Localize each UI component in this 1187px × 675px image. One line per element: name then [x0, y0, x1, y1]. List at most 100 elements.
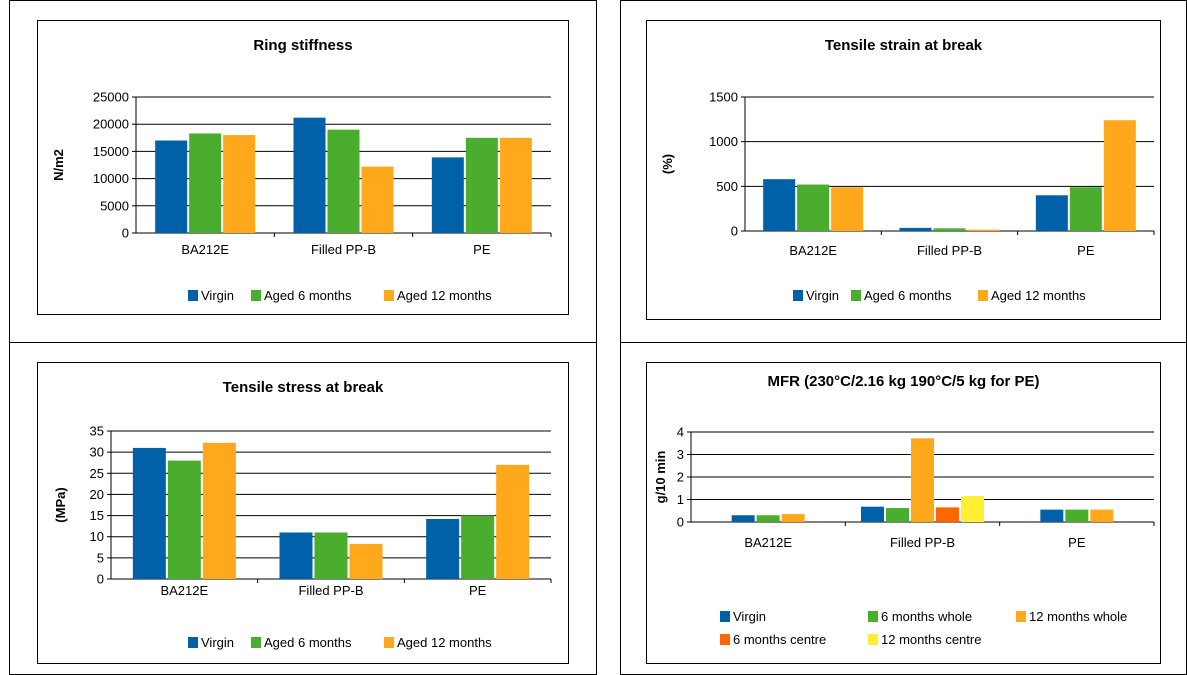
bar-filled-pp-b-12-months-whole [911, 438, 934, 522]
legend-label-6-months-whole: 6 months whole [881, 609, 972, 624]
bar-ba212e-12-months-whole [781, 514, 805, 522]
legend-swatch-6-months-whole [868, 611, 878, 622]
legend-label-aged-12-months: Aged 12 months [397, 288, 492, 303]
legend-swatch-virgin [188, 290, 198, 301]
y-tick-label: 0 [122, 226, 129, 241]
legend-label-12-months-centre: 12 months centre [881, 632, 981, 647]
bar-pe-aged-12-months [499, 137, 532, 233]
legend-label-virgin: Virgin [733, 609, 766, 624]
x-category-label: PE [473, 242, 491, 257]
y-tick-label: 25 [90, 466, 104, 481]
legend-label-virgin: Virgin [201, 635, 234, 650]
x-category-label: Filled PP-B [311, 242, 376, 257]
legend-swatch-12-months-whole [1016, 611, 1026, 622]
mfr-chart-svg: MFR (230°C/2.16 kg 190°C/5 kg for PE) g/1… [653, 373, 1155, 647]
bar-filled-pp-b-12-months-centre [961, 496, 984, 522]
bar-filled-pp-b-virgin [861, 506, 884, 522]
legend-label-aged-6-months: Aged 6 months [264, 635, 352, 650]
bar-filled-pp-b-virgin [899, 227, 932, 231]
x-category-label: BA212E [789, 243, 837, 258]
y-tick-label: 30 [90, 445, 104, 460]
y-tick-label: 10 [90, 529, 104, 544]
bar-filled-pp-b-virgin [293, 117, 326, 233]
bar-pe-12-months-whole [1090, 509, 1114, 522]
y-tick-label: 1500 [709, 90, 738, 105]
legend-label-aged-6-months: Aged 6 months [864, 288, 952, 303]
bar-pe-aged-12-months [496, 464, 530, 579]
tensile-stress-chart: Tensile stress at break (MPa) 0 5 10 15 20 25 30… [37, 362, 569, 664]
y-tick-label: 1 [677, 492, 684, 507]
x-category-label: PE [469, 583, 487, 598]
bar-filled-pp-b-6-months-whole [886, 508, 909, 522]
bar-filled-pp-b-aged-12-months [967, 229, 1000, 231]
y-axis-label: g/10 min [653, 451, 668, 504]
y-tick-label: 5 [97, 550, 104, 565]
bar-pe-virgin [426, 518, 460, 579]
bar-pe-aged-6-months [461, 515, 495, 579]
x-category-label: BA212E [160, 583, 208, 598]
legend-label-virgin: Virgin [806, 288, 839, 303]
legend-swatch-aged-12-months [384, 290, 394, 301]
bar-filled-pp-b-aged-6-months [327, 129, 360, 233]
x-category-label: BA212E [181, 242, 229, 257]
bar-pe-6-months-whole [1065, 509, 1089, 522]
legend-label-aged-6-months: Aged 6 months [264, 288, 352, 303]
x-category-label: Filled PP-B [298, 583, 363, 598]
bar-ba212e-aged-12-months [831, 187, 864, 231]
bar-pe-aged-12-months [1103, 120, 1136, 231]
bar-filled-pp-b-aged-6-months [933, 228, 966, 231]
y-tick-label: 0 [731, 224, 738, 239]
legend-swatch-virgin [188, 637, 198, 648]
chart-title: Tensile strain at break [825, 37, 983, 54]
y-tick-label: 20000 [93, 117, 129, 132]
bar-filled-pp-b-virgin [279, 532, 313, 579]
ring-chart-svg: Ring stiffness N/m2 0 5000 10000 15000 20000 25… [51, 37, 552, 303]
legend-label-virgin: Virgin [201, 288, 234, 303]
x-category-label: PE [1077, 243, 1095, 258]
legend-swatch-6-months-centre [720, 634, 730, 645]
x-category-label: Filled PP-B [917, 243, 982, 258]
ring-stiffness-chart: Ring stiffness N/m2 0 5000 10000 15000 20000 25… [37, 20, 569, 315]
y-tick-label: 0 [677, 515, 684, 530]
bar-ba212e-aged-12-months [223, 135, 256, 233]
y-tick-label: 3 [677, 447, 684, 462]
legend-label-aged-12-months: Aged 12 months [991, 288, 1086, 303]
bar-filled-pp-b-aged-6-months [314, 532, 348, 579]
x-category-label: BA212E [744, 535, 792, 550]
bar-ba212e-aged-12-months [202, 442, 236, 579]
legend-label-aged-12-months: Aged 12 months [397, 635, 492, 650]
legend-swatch-virgin [793, 290, 803, 301]
y-tick-label: 1000 [709, 134, 738, 149]
bar-pe-aged-6-months [1069, 187, 1102, 231]
bar-filled-pp-b-aged-12-months [349, 543, 383, 579]
tensile-strain-chart: Tensile strain at break (%) 0 500 1000 1500 BA… [646, 20, 1161, 320]
y-tick-label: 15000 [93, 144, 129, 159]
chart-title: Ring stiffness [253, 37, 352, 54]
y-tick-label: 15 [90, 508, 104, 523]
legend-swatch-aged-6-months [251, 637, 261, 648]
legend-swatch-aged-12-months [978, 290, 988, 301]
bar-ba212e-aged-6-months [797, 184, 830, 231]
legend-label-6-months-centre: 6 months centre [733, 632, 826, 647]
chart-title: MFR (230°C/2.16 kg 190°C/5 kg for PE) [767, 373, 1039, 390]
y-tick-label: 2 [677, 470, 684, 485]
bar-pe-virgin [1035, 195, 1068, 231]
bar-ba212e-virgin [731, 515, 755, 522]
y-axis-label: (MPa) [53, 487, 68, 522]
bar-pe-virgin [1040, 509, 1064, 522]
bar-ba212e-aged-6-months [167, 460, 201, 579]
y-tick-label: 0 [97, 572, 104, 587]
mfr-chart: MFR (230°C/2.16 kg 190°C/5 kg for PE) g/1… [646, 362, 1161, 664]
strain-chart-svg: Tensile strain at break (%) 0 500 1000 1500 BA… [660, 37, 1155, 303]
legend-swatch-aged-6-months [851, 290, 861, 301]
stress-chart-svg: Tensile stress at break (MPa) 0 5 10 15 20 25 30… [53, 379, 552, 650]
y-tick-label: 4 [677, 425, 684, 440]
bar-ba212e-virgin [763, 179, 796, 231]
bar-filled-pp-b-aged-12-months [361, 166, 394, 233]
x-category-label: Filled PP-B [890, 535, 955, 550]
y-tick-label: 5000 [100, 198, 129, 213]
y-tick-label: 20 [90, 487, 104, 502]
bar-ba212e-virgin [155, 140, 188, 233]
y-tick-label: 10000 [93, 171, 129, 186]
bar-pe-aged-6-months [465, 137, 498, 233]
